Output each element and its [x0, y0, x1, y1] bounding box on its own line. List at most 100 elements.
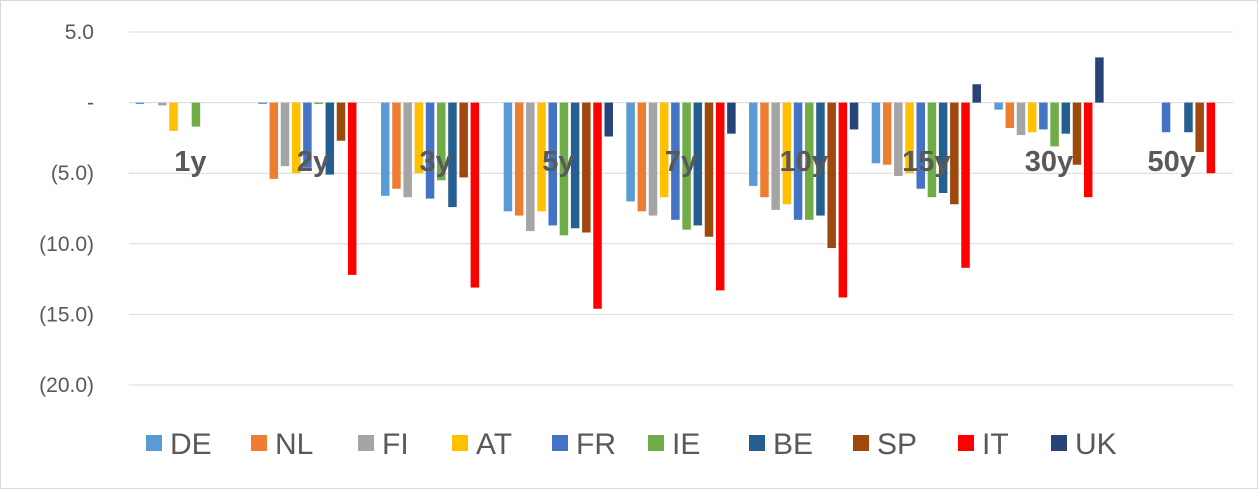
- bar-ie-5y: [559, 102, 569, 236]
- bar-it-5y: [593, 102, 602, 309]
- bar-uk-5y: [604, 102, 613, 137]
- bar-ie-3y: [437, 102, 446, 181]
- bar-fr-15y: [916, 102, 925, 189]
- category-label: 2y: [297, 146, 329, 178]
- bar-ie-15y: [927, 102, 937, 198]
- bar-be-7y: [693, 102, 703, 226]
- bar-uk-10y: [849, 102, 859, 130]
- bar-de-15y: [871, 102, 881, 164]
- category-label: 15y: [902, 146, 950, 178]
- category-label: 5y: [542, 146, 574, 178]
- category-label: 3y: [420, 146, 452, 178]
- bar-de-5y: [503, 102, 513, 212]
- legend-swatch-fr: [552, 435, 568, 451]
- y-tick-label: -: [87, 92, 94, 115]
- bar-fi-5y: [526, 102, 535, 232]
- bar-fi-15y: [894, 102, 903, 177]
- legend-label-uk: UK: [1075, 428, 1117, 461]
- bar-de-10y: [749, 102, 758, 186]
- bar-fr-30y: [1039, 102, 1048, 130]
- bar-fr-7y: [671, 102, 680, 220]
- bar-fi-3y: [403, 102, 412, 198]
- legend-swatch-be: [749, 435, 765, 451]
- bar-be-2y: [325, 102, 335, 175]
- bar-ie-2y: [314, 102, 323, 105]
- legend-swatch-ie: [648, 435, 664, 451]
- y-tick-label: (5.0): [51, 162, 94, 185]
- bar-de-2y: [258, 102, 267, 105]
- bar-sp-50y: [1195, 102, 1204, 153]
- legend-label-ie: IE: [672, 428, 700, 461]
- bar-at-1y: [169, 102, 178, 131]
- bar-fi-1y: [158, 102, 167, 106]
- bar-nl-7y: [637, 102, 647, 212]
- y-tick-label: 5.0: [65, 21, 94, 44]
- category-label: 10y: [779, 146, 827, 178]
- bar-sp-5y: [582, 102, 591, 233]
- bar-fr-2y: [303, 102, 312, 168]
- bar-fr-50y: [1161, 102, 1171, 133]
- bar-fr-3y: [425, 102, 435, 199]
- bar-be-5y: [570, 102, 580, 229]
- bar-be-10y: [816, 102, 825, 216]
- legend-label-sp: SP: [877, 428, 917, 461]
- bar-it-15y: [961, 102, 970, 268]
- bar-it-30y: [1083, 102, 1093, 198]
- bar-fi-2y: [280, 102, 290, 167]
- bar-sp-2y: [336, 102, 346, 141]
- bar-fi-10y: [771, 102, 780, 210]
- bar-sp-10y: [827, 102, 836, 249]
- bar-uk-30y: [1095, 57, 1104, 103]
- bar-be-3y: [448, 102, 457, 208]
- bar-nl-3y: [392, 102, 401, 189]
- y-tick-label: (15.0): [39, 303, 94, 326]
- bar-it-7y: [715, 102, 725, 291]
- bar-nl-30y: [1005, 102, 1015, 129]
- category-label: 50y: [1147, 146, 1195, 178]
- bar-uk-15y: [972, 84, 981, 103]
- legend-swatch-de: [146, 435, 162, 451]
- legend-label-fr: FR: [576, 428, 616, 461]
- bar-at-10y: [782, 102, 792, 205]
- legend-swatch-it: [958, 435, 974, 451]
- bar-fi-7y: [648, 102, 658, 216]
- bar-nl-2y: [269, 102, 279, 179]
- legend-swatch-sp: [853, 435, 869, 451]
- bar-be-50y: [1184, 102, 1193, 133]
- category-label: 7y: [665, 146, 697, 178]
- bar-de-3y: [381, 102, 390, 196]
- legend-label-it: IT: [982, 428, 1009, 461]
- legend-swatch-at: [452, 435, 468, 451]
- bar-at-3y: [414, 102, 424, 174]
- bar-nl-5y: [514, 102, 524, 216]
- y-tick-label: (10.0): [39, 233, 94, 256]
- bar-at-7y: [659, 102, 669, 198]
- bar-uk-7y: [727, 102, 736, 134]
- bar-sp-15y: [950, 102, 959, 205]
- bar-ie-10y: [805, 102, 814, 220]
- bar-sp-7y: [704, 102, 714, 237]
- bar-it-3y: [470, 102, 480, 288]
- bar-sp-3y: [459, 102, 468, 178]
- category-label: 1y: [174, 146, 206, 178]
- bar-fr-5y: [548, 102, 557, 226]
- bar-be-30y: [1061, 102, 1071, 134]
- bar-at-15y: [905, 102, 914, 174]
- bar-fi-30y: [1016, 102, 1026, 136]
- bar-be-15y: [938, 102, 948, 193]
- legend-swatch-uk: [1051, 435, 1067, 451]
- bar-ie-7y: [682, 102, 691, 230]
- legend-swatch-fi: [358, 435, 374, 451]
- legend-label-de: DE: [170, 428, 212, 461]
- bar-at-30y: [1027, 102, 1037, 133]
- bar-nl-10y: [760, 102, 769, 198]
- legend-label-nl: NL: [275, 428, 313, 461]
- bar-fr-10y: [793, 102, 803, 220]
- bar-de-30y: [994, 102, 1003, 110]
- y-tick-label: (20.0): [39, 374, 94, 397]
- bar-sp-30y: [1072, 102, 1082, 165]
- bar-nl-15y: [882, 102, 892, 165]
- bar-ie-30y: [1050, 102, 1059, 147]
